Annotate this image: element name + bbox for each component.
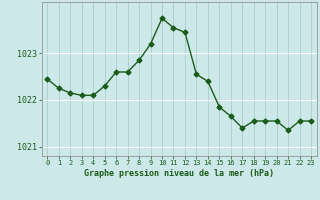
X-axis label: Graphe pression niveau de la mer (hPa): Graphe pression niveau de la mer (hPa) (84, 169, 274, 178)
